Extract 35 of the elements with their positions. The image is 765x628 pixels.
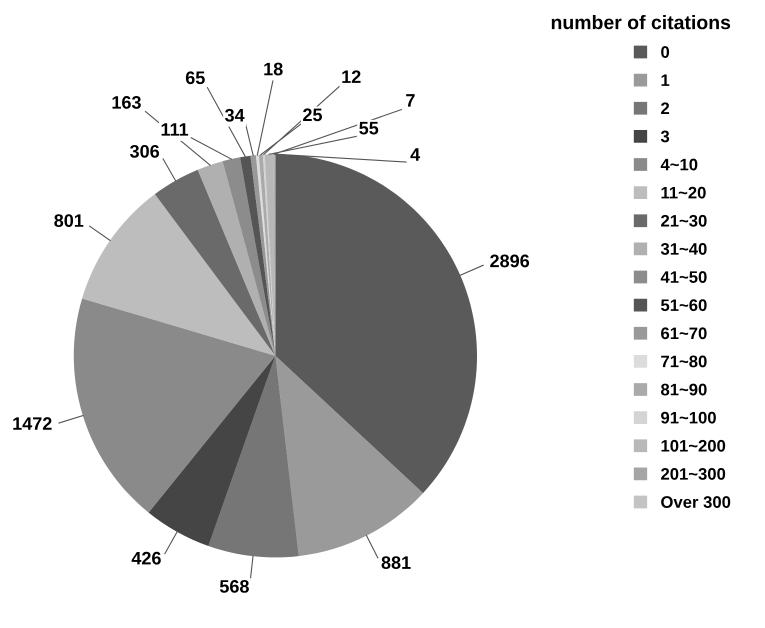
legend-label: 91~100 [661,412,716,424]
legend-label: 21~30 [661,214,707,227]
legend-label: Over 300 [661,496,730,508]
legend-label: 81~90 [661,384,707,396]
data-label: 34 [224,108,245,122]
legend-label: 1 [662,74,670,86]
data-label: 111 [162,123,188,136]
data-label: 2896 [490,254,530,268]
data-label: 568 [220,580,249,593]
legend-label: 0 [661,46,670,58]
data-label: 306 [130,144,160,158]
data-label: 163 [112,96,141,109]
data-label: 55 [359,122,378,135]
legend-label: 51~60 [660,299,707,312]
legend-label: 61~70 [661,327,707,340]
legend-title: number of citations [552,15,730,30]
legend-label: 3 [660,130,670,142]
legend-label: 4~10 [660,158,698,170]
legend-label: 2 [661,102,670,114]
data-label: 881 [382,556,411,570]
legend-label: 201~300 [661,468,726,480]
data-label: 4 [410,148,420,161]
data-label: 426 [132,552,161,565]
legend-label: 101~200 [662,440,726,452]
data-label: 801 [54,214,84,227]
data-label: 7 [406,94,415,107]
legend-label: 41~50 [660,271,707,283]
legend-label: 11~20 [662,186,706,199]
data-label: 65 [186,71,205,84]
legend-label: 31~40 [660,243,707,255]
data-label: 12 [342,70,361,83]
data-label: 1472 [13,417,52,430]
data-label: 25 [303,108,322,122]
data-label: 18 [264,62,283,76]
legend-label: 71~80 [661,356,707,368]
